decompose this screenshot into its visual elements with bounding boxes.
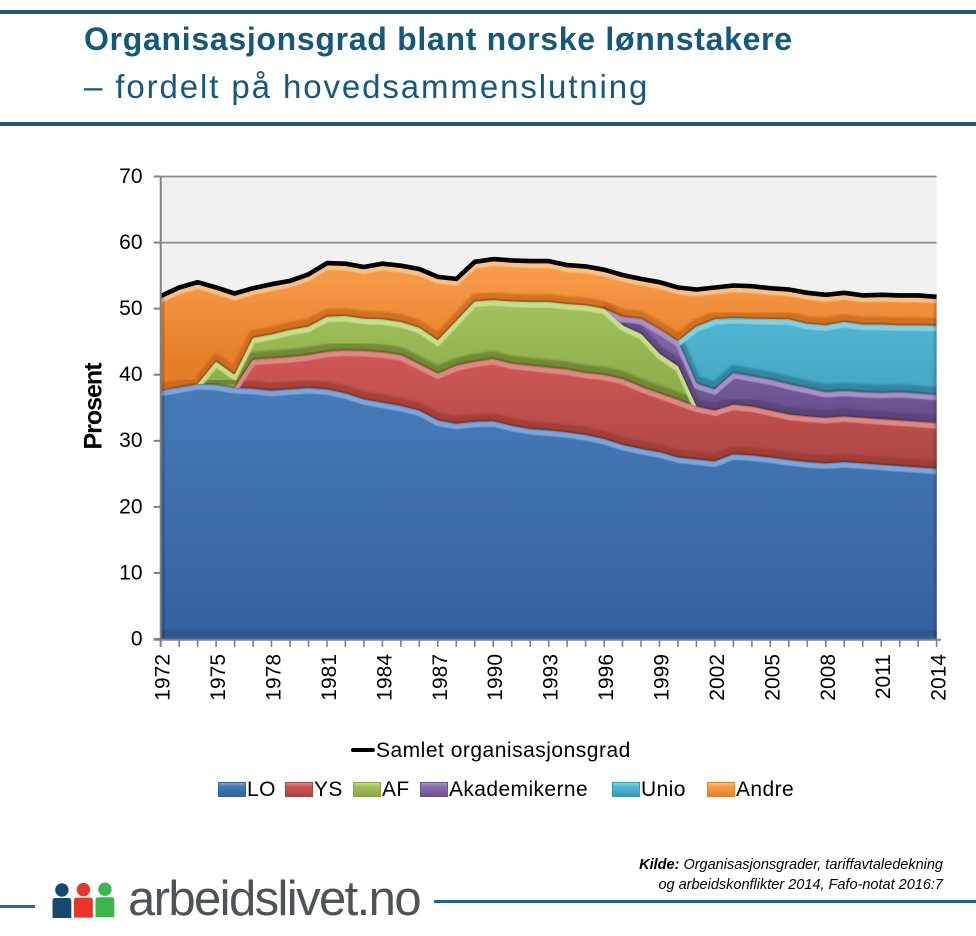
svg-text:Prosent: Prosent: [80, 362, 108, 450]
svg-text:1984: 1984: [373, 654, 396, 701]
svg-text:30: 30: [119, 429, 142, 452]
svg-text:10: 10: [119, 561, 142, 584]
svg-text:2014: 2014: [928, 654, 951, 701]
svg-text:2005: 2005: [761, 654, 784, 701]
svg-text:70: 70: [119, 165, 142, 188]
svg-text:1981: 1981: [318, 654, 341, 701]
svg-text:1975: 1975: [207, 654, 230, 701]
svg-text:1972: 1972: [152, 654, 175, 701]
svg-text:2011: 2011: [872, 654, 895, 699]
svg-text:1978: 1978: [263, 654, 286, 701]
svg-text:50: 50: [119, 297, 142, 320]
svg-text:1987: 1987: [429, 654, 452, 701]
svg-text:1990: 1990: [484, 654, 507, 701]
svg-text:0: 0: [131, 627, 143, 650]
svg-text:20: 20: [119, 495, 142, 518]
svg-text:1993: 1993: [540, 654, 563, 701]
svg-text:60: 60: [119, 231, 142, 254]
svg-text:40: 40: [119, 363, 142, 386]
svg-text:2008: 2008: [817, 654, 840, 701]
svg-text:1999: 1999: [651, 654, 674, 701]
svg-text:1996: 1996: [595, 654, 618, 701]
svg-text:2002: 2002: [706, 654, 729, 701]
